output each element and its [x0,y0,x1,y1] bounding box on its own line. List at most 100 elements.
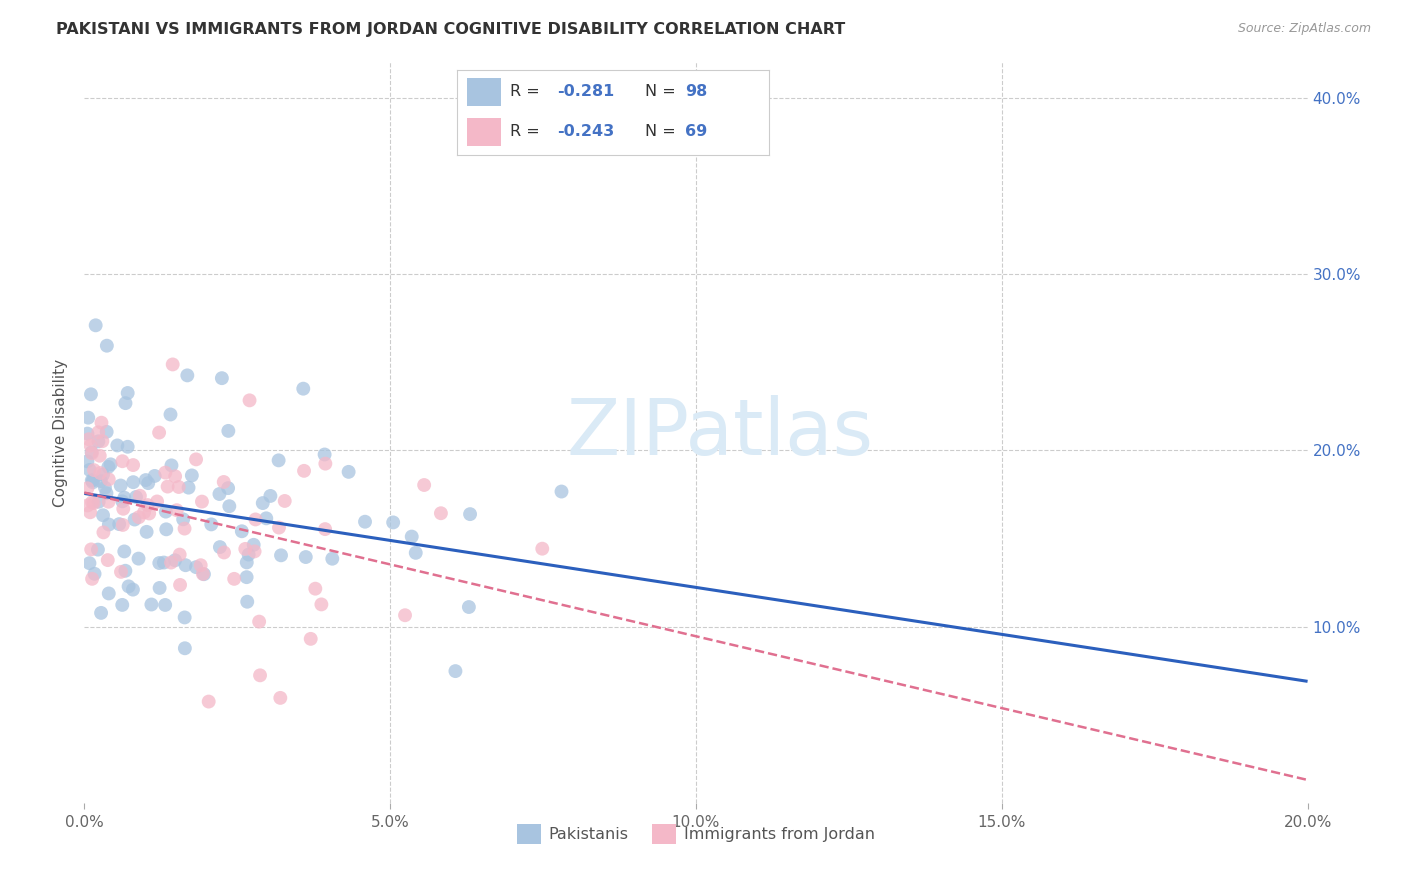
Point [76,499,98,513]
Point [96,339,118,353]
Point [550,484,572,499]
Point [143,469,166,483]
Point [87,425,110,440]
Point [166,503,188,517]
Point [160,556,183,570]
Point [184,452,207,467]
Point [136,498,159,512]
Point [155,466,177,480]
Point [135,473,157,487]
Point [97,517,120,532]
Point [90,416,112,430]
Point [173,610,195,624]
Point [83,496,105,510]
Point [148,425,170,440]
Point [274,494,297,508]
Point [146,494,169,508]
Point [200,517,222,532]
Point [114,564,136,578]
Point [354,515,377,529]
Point [270,549,292,563]
Point [218,499,240,513]
Point [105,438,128,452]
Point [314,522,336,536]
Point [97,472,120,486]
Point [79,505,101,519]
Point [208,540,231,554]
Point [238,393,260,408]
Point [83,463,105,477]
Point [111,598,134,612]
Text: ZIPatlas: ZIPatlas [567,394,875,471]
Point [138,507,160,521]
Point [87,495,110,509]
Point [153,556,176,570]
Point [124,512,146,526]
Point [430,506,453,520]
Point [122,475,145,490]
Point [294,549,316,564]
Point [394,608,416,623]
Point [193,567,215,582]
Point [169,578,191,592]
Point [243,544,266,558]
Point [162,358,184,372]
Point [208,487,231,501]
Point [337,465,360,479]
Point [110,565,132,579]
Point [197,695,219,709]
Point [242,538,264,552]
Point [91,434,114,449]
Point [96,486,118,500]
Point [132,505,155,519]
Point [165,553,187,567]
Point [148,556,170,570]
Point [87,542,110,557]
Point [77,410,100,425]
Point [80,474,103,488]
Point [100,458,122,472]
Point [149,581,172,595]
Point [314,448,336,462]
Point [314,457,336,471]
Point [212,475,235,489]
Point [117,386,139,401]
Point [413,478,436,492]
Point [97,586,120,600]
Point [122,458,145,472]
Point [111,494,134,508]
Point [191,566,214,581]
Point [77,432,100,446]
Point [125,490,148,504]
Point [217,424,239,438]
Point [173,522,195,536]
Point [401,530,423,544]
Point [236,556,259,570]
Point [304,582,326,596]
Point [173,641,195,656]
Point [235,570,257,584]
Point [172,512,194,526]
Point [174,558,197,573]
Point [111,454,134,468]
Point [76,481,98,495]
Point [190,558,212,573]
Point [97,494,120,508]
Point [128,510,150,524]
Point [267,453,290,467]
Point [233,541,256,556]
Point [299,632,322,646]
Point [252,496,274,510]
Point [211,371,233,385]
Point [91,508,114,523]
Point [292,382,315,396]
Point [382,516,405,530]
Point [135,524,157,539]
Point [117,440,139,454]
Point [76,426,98,441]
Point [444,664,467,678]
Point [141,598,163,612]
Point [89,449,111,463]
Point [79,556,101,570]
Legend: Pakistanis, Immigrants from Jordan: Pakistanis, Immigrants from Jordan [510,818,882,850]
